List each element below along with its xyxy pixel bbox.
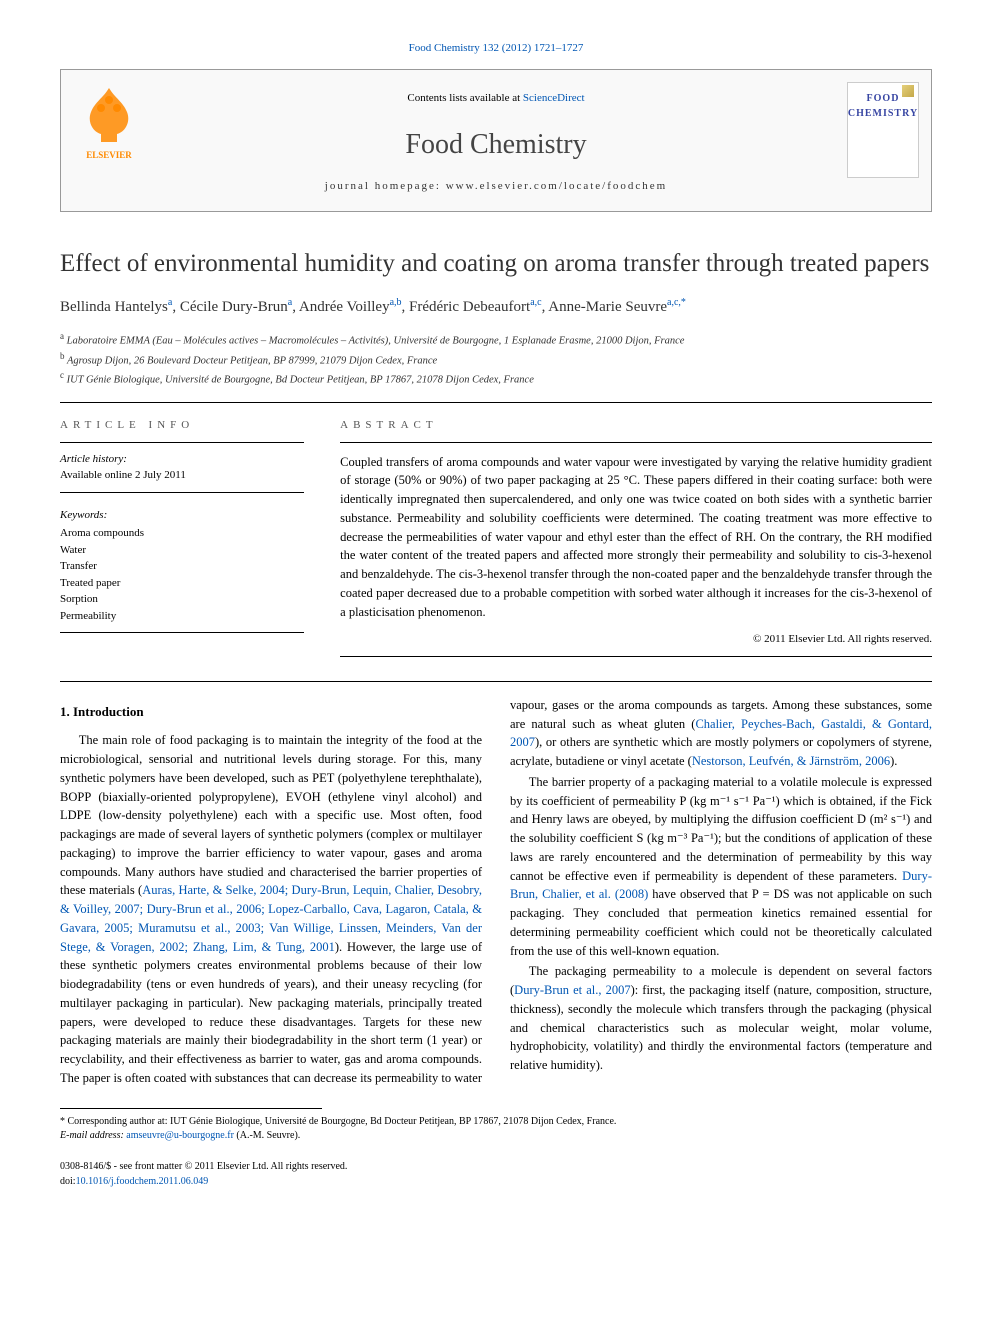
top-citation[interactable]: Food Chemistry 132 (2012) 1721–1727 [60, 40, 932, 57]
issn-line: 0308-8146/$ - see front matter © 2011 El… [60, 1159, 347, 1174]
author-2-aff: a,b [390, 297, 402, 308]
cover-brand-line1: FOOD [867, 91, 900, 106]
history-label: Article history: [60, 451, 304, 468]
divider-2 [60, 681, 932, 682]
keyword-1: Water [60, 542, 304, 559]
body-columns: 1. Introduction The main role of food pa… [60, 696, 932, 1088]
affiliation-b: b Agrosup Dijon, 26 Boulevard Docteur Pe… [60, 350, 932, 369]
author-2[interactable]: Andrée Voilley [299, 299, 390, 315]
intro-p3: The packaging permeability to a molecule… [510, 962, 932, 1075]
cover-corner-decoration [902, 85, 914, 97]
doi-label: doi: [60, 1176, 76, 1187]
bottom-meta: 0308-8146/$ - see front matter © 2011 El… [60, 1159, 932, 1189]
doi-link[interactable]: 10.1016/j.foodchem.2011.06.049 [76, 1176, 209, 1187]
info-abstract-row: article info Article history: Available … [60, 417, 932, 657]
citation-3[interactable]: Nestorson, Leufvén, & Järnström, 2006 [692, 754, 890, 768]
author-1-aff: a [288, 297, 292, 308]
homepage-line: journal homepage: www.elsevier.com/locat… [77, 178, 915, 195]
corresponding-email-link[interactable]: amseuvre@u-bourgogne.fr [126, 1130, 234, 1141]
email-label: E-mail address: [60, 1130, 124, 1141]
citation-5[interactable]: Dury-Brun et al., 2007 [514, 983, 630, 997]
keyword-4: Sorption [60, 591, 304, 608]
section-1-heading: 1. Introduction [60, 702, 482, 722]
keywords-label: Keywords: [60, 507, 304, 524]
homepage-prefix: journal homepage: [325, 180, 446, 192]
homepage-url[interactable]: www.elsevier.com/locate/foodchem [446, 180, 668, 192]
journal-name: Food Chemistry [77, 124, 915, 166]
article-info-column: article info Article history: Available … [60, 417, 304, 657]
journal-header: ELSEVIER FOOD CHEMISTRY Contents lists a… [60, 69, 932, 212]
author-3[interactable]: Frédéric Debeaufort [409, 299, 530, 315]
keyword-3: Treated paper [60, 575, 304, 592]
contents-line: Contents lists available at ScienceDirec… [77, 90, 915, 107]
divider [60, 402, 932, 403]
cover-brand-line2: CHEMISTRY [848, 106, 918, 121]
author-1[interactable]: Cécile Dury-Brun [180, 299, 288, 315]
authors-line: Bellinda Hantelysa, Cécile Dury-Bruna, A… [60, 295, 932, 319]
intro-p2: The barrier property of a packaging mate… [510, 773, 932, 961]
affiliations: a Laboratoire EMMA (Eau – Molécules acti… [60, 330, 932, 388]
abstract-heading: abstract [340, 417, 932, 434]
author-0-aff: a [168, 297, 172, 308]
keyword-0: Aroma compounds [60, 525, 304, 542]
keyword-2: Transfer [60, 558, 304, 575]
journal-cover-thumb[interactable]: FOOD CHEMISTRY [847, 82, 919, 178]
sciencedirect-link[interactable]: ScienceDirect [523, 92, 585, 104]
affiliation-c: c IUT Génie Biologique, Université de Bo… [60, 369, 932, 388]
keyword-5: Permeability [60, 608, 304, 625]
article-history-block: Article history: Available online 2 July… [60, 442, 304, 493]
contents-prefix: Contents lists available at [407, 92, 522, 104]
footnote-separator [60, 1108, 322, 1109]
elsevier-logo[interactable]: ELSEVIER [73, 82, 145, 162]
affiliation-a: a Laboratoire EMMA (Eau – Molécules acti… [60, 330, 932, 349]
abstract-column: abstract Coupled transfers of aroma comp… [340, 417, 932, 657]
author-0[interactable]: Bellinda Hantelys [60, 299, 168, 315]
author-3-aff: a,c [530, 297, 541, 308]
author-4[interactable]: Anne-Marie Seuvre [548, 299, 667, 315]
svg-text:ELSEVIER: ELSEVIER [86, 150, 132, 160]
email-line: E-mail address: amseuvre@u-bourgogne.fr … [60, 1129, 932, 1143]
corresponding-author-note: * Corresponding author at: IUT Génie Bio… [60, 1115, 932, 1129]
abstract-copyright: © 2011 Elsevier Ltd. All rights reserved… [340, 631, 932, 657]
article-title: Effect of environmental humidity and coa… [60, 248, 932, 279]
author-4-aff: a,c,* [667, 297, 686, 308]
article-info-heading: article info [60, 417, 304, 434]
keywords-block: Keywords: Aroma compounds Water Transfer… [60, 507, 304, 634]
history-value: Available online 2 July 2011 [60, 467, 304, 484]
email-who: (A.-M. Seuvre). [236, 1130, 300, 1141]
abstract-text: Coupled transfers of aroma compounds and… [340, 442, 932, 622]
